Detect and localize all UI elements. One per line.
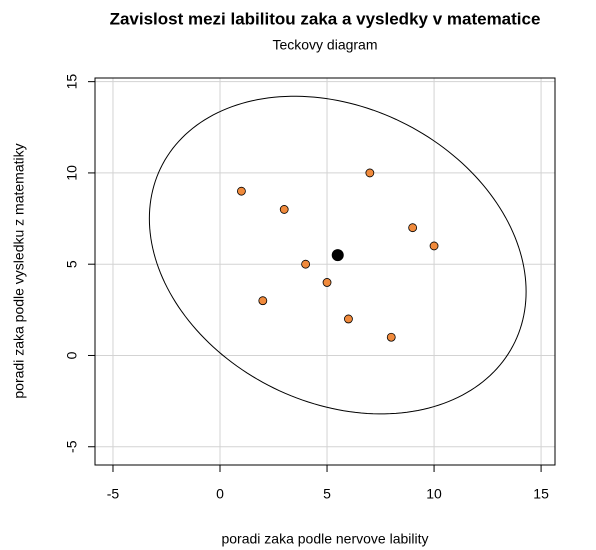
x-tick-label: 5 <box>323 486 331 502</box>
chart-subtitle: Teckovy diagram <box>272 37 377 53</box>
x-tick-label: 10 <box>426 486 442 502</box>
point <box>237 186 246 196</box>
centroid <box>331 249 344 262</box>
point <box>429 241 439 251</box>
y-tick-label: -5 <box>64 440 80 453</box>
x-tick-label: -5 <box>107 486 120 502</box>
ellipse <box>148 95 527 415</box>
point <box>408 223 418 233</box>
chart-title: Zavislost mezi labilitou zaka a vysledky… <box>110 9 541 28</box>
y-tick-label: 0 <box>64 351 80 359</box>
x-tick-label: 15 <box>533 486 549 502</box>
point <box>279 205 289 214</box>
point <box>344 314 353 324</box>
point <box>365 168 375 178</box>
point <box>301 259 311 269</box>
point <box>258 296 268 306</box>
y-tick-label: 10 <box>64 165 80 181</box>
point <box>386 332 396 342</box>
x-tick-label: 0 <box>216 486 224 502</box>
point <box>322 278 332 287</box>
plot-frame <box>94 77 556 466</box>
x-axis-label: poradi zaka podle nervove lability <box>221 531 428 547</box>
y-tick-label: 5 <box>64 260 80 268</box>
y-tick-label: 15 <box>64 74 80 90</box>
y-axis-label: poradi zaka podle vysledku z matematiky <box>11 143 27 398</box>
